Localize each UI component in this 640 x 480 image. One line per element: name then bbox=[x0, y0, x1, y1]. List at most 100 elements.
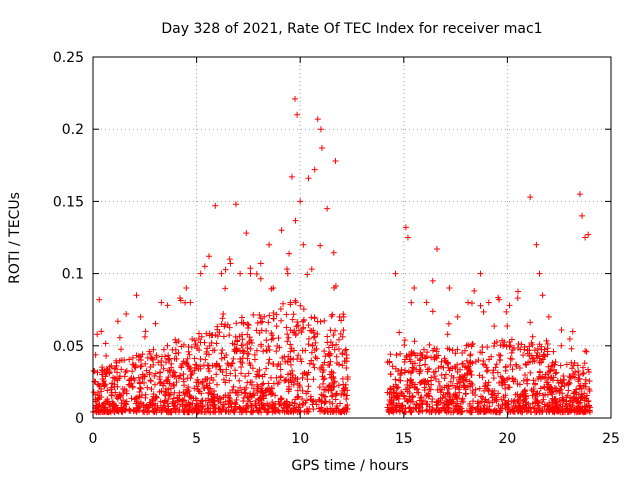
data-point bbox=[313, 355, 320, 362]
data-point bbox=[392, 270, 399, 277]
data-point bbox=[281, 353, 288, 360]
data-point bbox=[123, 390, 130, 397]
data-point bbox=[480, 357, 487, 364]
data-point bbox=[187, 393, 194, 400]
data-point bbox=[237, 270, 244, 277]
data-point bbox=[311, 166, 318, 173]
data-point bbox=[448, 400, 455, 407]
data-point bbox=[546, 399, 553, 406]
data-point bbox=[384, 359, 391, 366]
data-point bbox=[338, 392, 345, 399]
data-point bbox=[232, 389, 239, 396]
data-point bbox=[396, 407, 403, 414]
data-point bbox=[519, 390, 526, 397]
data-point bbox=[423, 299, 430, 306]
data-point bbox=[338, 408, 345, 415]
data-point bbox=[233, 345, 240, 352]
data-point bbox=[186, 351, 193, 358]
data-point bbox=[269, 409, 276, 416]
data-point bbox=[578, 394, 585, 401]
data-point bbox=[449, 382, 456, 389]
data-point bbox=[225, 394, 232, 401]
data-point bbox=[393, 352, 400, 359]
data-point bbox=[258, 385, 265, 392]
data-point bbox=[292, 330, 299, 337]
data-point bbox=[581, 360, 588, 367]
data-point bbox=[189, 336, 196, 343]
data-point bbox=[553, 399, 560, 406]
data-point bbox=[194, 376, 201, 383]
data-point bbox=[218, 270, 225, 277]
data-point bbox=[444, 402, 451, 409]
data-point bbox=[416, 397, 423, 404]
data-point bbox=[165, 396, 172, 403]
data-point bbox=[240, 406, 247, 413]
data-point bbox=[405, 405, 412, 412]
data-point bbox=[238, 370, 245, 377]
data-point bbox=[447, 378, 454, 385]
data-point bbox=[220, 311, 227, 318]
data-point bbox=[417, 394, 424, 401]
data-point bbox=[210, 402, 217, 409]
data-point bbox=[295, 404, 302, 411]
y-tick-label: 0.25 bbox=[53, 50, 84, 66]
data-point bbox=[459, 376, 466, 383]
data-point bbox=[583, 348, 590, 355]
y-axis-title: ROTI / TECUs bbox=[7, 192, 23, 284]
data-point bbox=[239, 336, 246, 343]
data-point bbox=[239, 355, 246, 362]
data-point bbox=[182, 299, 189, 306]
data-point bbox=[394, 385, 401, 392]
data-point bbox=[319, 398, 326, 405]
data-point bbox=[386, 391, 393, 398]
data-point bbox=[248, 408, 255, 415]
data-point bbox=[289, 374, 296, 381]
data-point bbox=[289, 316, 296, 323]
data-point bbox=[126, 406, 133, 413]
data-point bbox=[168, 364, 175, 371]
data-point bbox=[426, 403, 433, 410]
data-point bbox=[444, 360, 451, 367]
data-point bbox=[240, 319, 247, 326]
data-point bbox=[408, 409, 415, 416]
data-point bbox=[308, 349, 315, 356]
data-point bbox=[454, 313, 461, 320]
data-point bbox=[98, 371, 105, 378]
data-point bbox=[170, 395, 177, 402]
data-point bbox=[282, 358, 289, 365]
data-point bbox=[431, 373, 438, 380]
data-point bbox=[266, 312, 273, 319]
data-point bbox=[444, 360, 451, 367]
data-point bbox=[486, 403, 493, 410]
data-point bbox=[297, 302, 304, 309]
data-point bbox=[406, 384, 413, 391]
data-point bbox=[422, 354, 429, 361]
data-point bbox=[437, 399, 444, 406]
data-point bbox=[295, 352, 302, 359]
data-point bbox=[490, 367, 497, 374]
data-point bbox=[459, 360, 466, 367]
data-point bbox=[580, 370, 587, 377]
data-point bbox=[284, 270, 291, 277]
data-point bbox=[130, 407, 137, 414]
data-point bbox=[448, 409, 455, 416]
data-point bbox=[463, 407, 470, 414]
data-point bbox=[305, 335, 312, 342]
data-point bbox=[120, 397, 127, 404]
data-point bbox=[508, 356, 515, 363]
data-point bbox=[129, 383, 136, 390]
data-point bbox=[257, 275, 264, 282]
data-point bbox=[141, 379, 148, 386]
data-point bbox=[553, 369, 560, 376]
data-point bbox=[234, 337, 241, 344]
data-point bbox=[408, 299, 415, 306]
data-point bbox=[456, 389, 463, 396]
data-point bbox=[310, 361, 317, 368]
data-point bbox=[333, 341, 340, 348]
data-point bbox=[177, 372, 184, 379]
data-point bbox=[161, 399, 168, 406]
data-point bbox=[230, 383, 237, 390]
data-point bbox=[227, 370, 234, 377]
data-point bbox=[116, 334, 123, 341]
data-point bbox=[185, 384, 192, 391]
